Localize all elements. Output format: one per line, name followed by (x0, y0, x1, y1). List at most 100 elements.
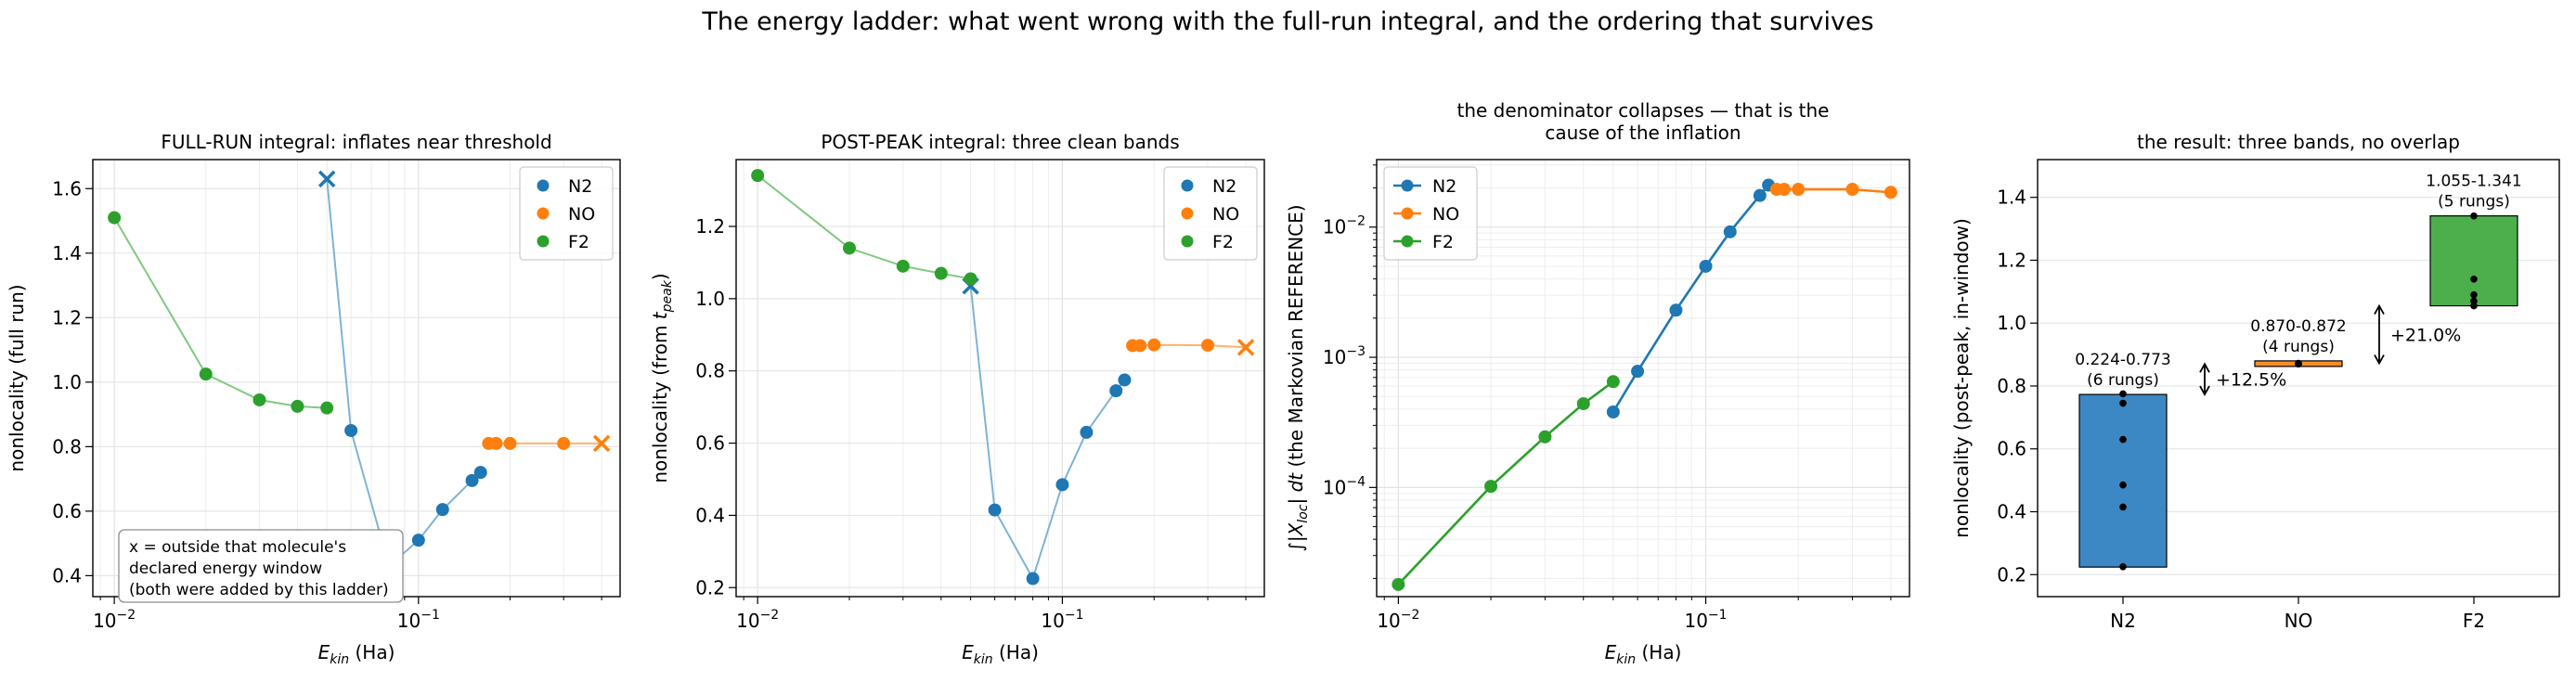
y-tick-label: 1.2 (1997, 249, 2026, 271)
data-point (1792, 183, 1806, 197)
plot-frame (735, 159, 1265, 598)
legend-label-n2: N2 (1432, 176, 1456, 197)
band-point (2119, 563, 2127, 571)
data-point (473, 466, 487, 480)
legend-frame (1163, 166, 1258, 261)
data-point (108, 211, 122, 225)
data-point (988, 503, 1002, 517)
legend-label-n2: N2 (568, 176, 592, 197)
legend-marker-f2 (1401, 235, 1414, 248)
data-point (934, 266, 948, 280)
x-tick-label: NO (2285, 610, 2313, 632)
data-point (291, 399, 304, 413)
data-point (1606, 405, 1620, 418)
band-count-label: (5 rungs) (2438, 193, 2510, 212)
legend: N2 NO F2 (1383, 166, 1478, 261)
series-f2 (1392, 375, 1620, 591)
data-point (1669, 303, 1683, 317)
series-no (1126, 338, 1255, 356)
x-tick-label: 10−2 (1377, 608, 1419, 632)
data-point (320, 401, 334, 415)
y-tick-label: 0.2 (1997, 563, 2026, 585)
band-range-label: 1.055-1.341 (2426, 173, 2521, 191)
band-point (2470, 290, 2478, 299)
band-bar (2429, 215, 2518, 307)
y-tick-label: 10−3 (1323, 344, 1366, 368)
y-tick-label: 0.6 (1997, 438, 2026, 460)
x-tick-label: 10−1 (1041, 608, 1083, 632)
y-tick-label: 0.2 (695, 576, 725, 598)
data-point (1109, 384, 1123, 398)
data-point (896, 259, 910, 273)
y-tick-label: 1.2 (695, 215, 725, 238)
band-point (2119, 481, 2127, 489)
y-axis-label: nonlocality (full run) (6, 284, 28, 471)
series-line-f2 (113, 217, 328, 409)
chart-panel-3: 0.224-0.773 (6 rungs) 0.870-0.872 (4 rungs)… (1950, 131, 2560, 632)
legend-frame (519, 166, 614, 261)
data-point (1133, 339, 1147, 353)
band-point (2119, 399, 2127, 407)
chart-panel-1: 10−2 10−1 0.2 0.4 0.6 0.8 1.0 1.2 POST-PEAK inte… (649, 131, 1265, 667)
band-point (2119, 390, 2127, 398)
data-point (1484, 480, 1498, 494)
x-tick-label: 10−2 (93, 608, 136, 632)
data-point (1576, 397, 1590, 411)
legend-marker-no (1401, 207, 1414, 220)
band-n2: 0.224-0.773 (6 rungs) (2075, 351, 2171, 571)
y-tick-label: 10−4 (1323, 474, 1366, 498)
data-point (557, 436, 571, 450)
gap-arrowhead (2199, 385, 2210, 396)
series-f2 (108, 211, 334, 415)
chart-panel-0: 10−2 10−1 0.4 0.6 0.8 1.0 1.2 1.4 1.6 FULL-RUN in… (6, 131, 621, 667)
y-tick-label: 0.8 (695, 360, 725, 382)
chart-title: POST-PEAK integral: three clean bands (821, 131, 1179, 153)
data-point (1080, 425, 1094, 439)
gap-arrowhead (2374, 303, 2385, 315)
y-tick-label: 1.6 (52, 177, 82, 199)
data-point (1118, 373, 1132, 387)
x-tick-label: F2 (2463, 610, 2485, 632)
y-tick-label: 1.4 (1997, 187, 2026, 209)
series-line-n2 (326, 178, 482, 568)
band-point (2470, 297, 2478, 305)
series-no (1769, 183, 1897, 199)
chart-title: cause of the inflation (1545, 122, 1741, 144)
chart-title: the denominator collapses — that is the (1456, 99, 1829, 122)
figure-title: The energy ladder: what went wrong with … (702, 7, 1874, 36)
data-point (1631, 365, 1645, 379)
data-point (503, 436, 517, 450)
series-n2 (962, 277, 1132, 585)
data-point (435, 503, 449, 517)
legend-marker-n2 (1181, 179, 1194, 192)
band-point (2470, 275, 2478, 283)
data-point (751, 169, 765, 183)
legend-marker-no (1181, 207, 1194, 220)
band-point (2119, 503, 2127, 511)
gap-label: +21.0% (2390, 326, 2461, 346)
data-point (344, 423, 358, 437)
y-tick-label: 1.0 (52, 371, 82, 393)
band-point (2470, 212, 2478, 220)
legend: N2 NO F2 (1163, 166, 1258, 261)
legend-label-no: NO (1432, 204, 1459, 225)
band-no: 0.870-0.872 (4 rungs) (2250, 317, 2347, 368)
band-point (2119, 435, 2127, 444)
data-point (1883, 186, 1897, 199)
data-point (964, 272, 977, 286)
data-point (1201, 339, 1215, 353)
x-axis-label: Ekin (Ha) (318, 641, 395, 667)
legend-marker-n2 (1401, 179, 1414, 192)
x-tick-label: 10−2 (736, 608, 779, 632)
series-f2 (751, 169, 977, 286)
y-tick-label: 1.4 (52, 242, 82, 264)
y-tick-label: 0.6 (695, 432, 725, 455)
y-axis-label: ∫|Xloc| dt (the Markovian REFERENCE) (1285, 204, 1311, 551)
series-line-f2 (1397, 380, 1614, 585)
data-point (1606, 375, 1620, 389)
data-point (1538, 430, 1552, 444)
y-tick-label: 0.6 (52, 500, 82, 522)
data-point (1845, 183, 1859, 197)
